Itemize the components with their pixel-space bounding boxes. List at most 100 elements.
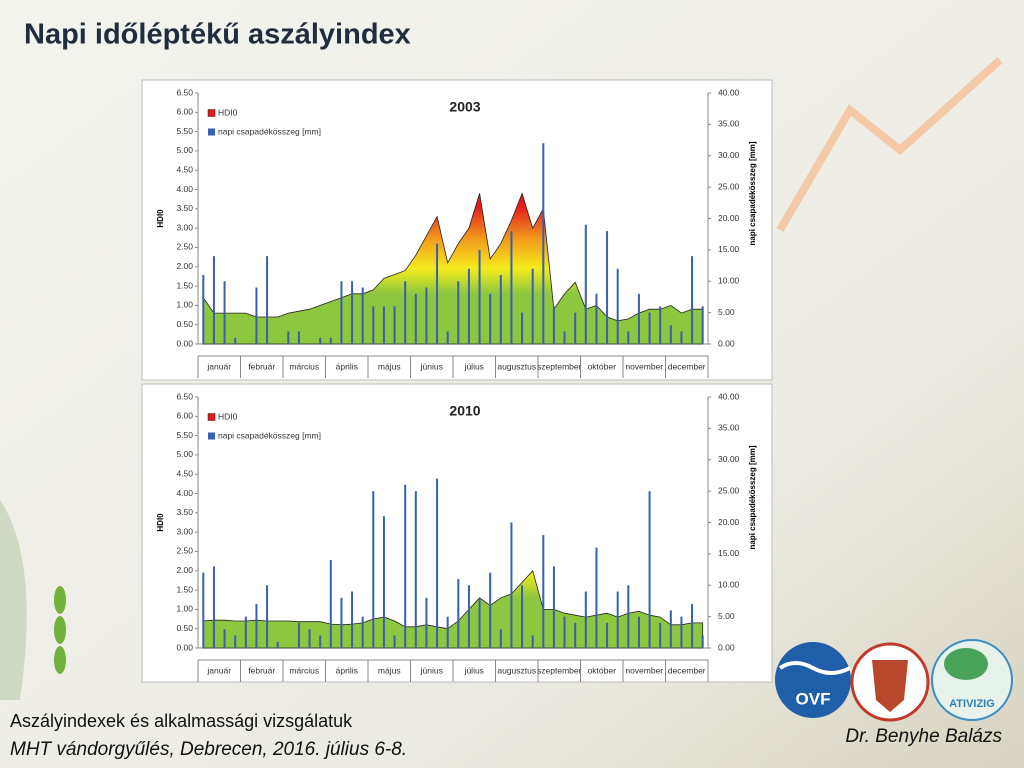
x-tick-label: október bbox=[588, 361, 617, 371]
precip-bar bbox=[499, 629, 502, 648]
x-tick-label: március bbox=[289, 665, 319, 675]
precip-bar bbox=[478, 597, 481, 648]
x-tick-label: augusztus bbox=[497, 665, 536, 675]
y-tick-label: 5.00 bbox=[176, 449, 193, 459]
y-tick-label: 6.50 bbox=[176, 391, 193, 401]
precip-bar bbox=[478, 249, 481, 344]
y2-tick-label: 40.00 bbox=[718, 87, 740, 97]
x-tick-label: július bbox=[464, 361, 484, 371]
precip-bar bbox=[542, 535, 545, 648]
y-tick-label: 1.00 bbox=[176, 604, 193, 614]
precip-bar bbox=[584, 591, 587, 648]
y2-tick-label: 25.00 bbox=[718, 181, 740, 191]
precip-bar bbox=[521, 312, 524, 344]
precip-bar bbox=[531, 268, 534, 344]
precip-bar bbox=[659, 622, 662, 648]
precip-bar bbox=[372, 491, 375, 648]
precip-bar bbox=[361, 287, 364, 344]
footer-author: Dr. Benyhe Balázs bbox=[845, 726, 1002, 747]
precip-bar bbox=[531, 635, 534, 648]
precip-bar bbox=[521, 585, 524, 648]
precip-bar bbox=[606, 622, 609, 648]
precip-bar bbox=[489, 572, 492, 648]
precip-bar bbox=[297, 331, 300, 344]
y2-tick-label: 35.00 bbox=[718, 119, 740, 129]
precip-bar bbox=[308, 629, 311, 648]
y-tick-label: 6.50 bbox=[176, 87, 193, 97]
precip-bar bbox=[436, 478, 439, 648]
y-tick-label: 4.00 bbox=[176, 184, 193, 194]
x-tick-label: november bbox=[625, 665, 663, 675]
precip-bar bbox=[574, 622, 577, 648]
precip-bar bbox=[616, 591, 619, 648]
logo-ativizig-text: ATIVIZIG bbox=[949, 698, 995, 710]
precip-bar bbox=[393, 306, 396, 344]
precip-bar bbox=[202, 572, 205, 648]
y-tick-label: 2.00 bbox=[176, 261, 193, 271]
precip-bar bbox=[691, 604, 694, 648]
y-tick-label: 3.50 bbox=[176, 203, 193, 213]
y2-tick-label: 30.00 bbox=[718, 150, 740, 160]
precip-bar bbox=[234, 635, 237, 648]
hdi-area bbox=[202, 192, 704, 345]
y2-tick-label: 10.00 bbox=[718, 580, 740, 590]
decoration bbox=[776, 57, 1003, 233]
precip-bar bbox=[340, 597, 343, 648]
precip-bar bbox=[563, 616, 566, 648]
legend-label: HDI0 bbox=[218, 107, 238, 117]
y-tick-label: 2.50 bbox=[176, 242, 193, 252]
precip-bar bbox=[244, 616, 247, 648]
precip-bar bbox=[691, 256, 694, 344]
precip-bar bbox=[329, 560, 332, 648]
x-tick-label: február bbox=[248, 665, 275, 675]
precip-bar bbox=[276, 641, 279, 648]
y2-tick-label: 15.00 bbox=[718, 548, 740, 558]
y2-tick-label: 0.00 bbox=[718, 338, 735, 348]
precip-bar bbox=[425, 597, 428, 648]
precip-bar bbox=[393, 635, 396, 648]
precip-bar bbox=[637, 616, 640, 648]
footer-event: MHT vándorgyűlés, Debrecen, 2016. július… bbox=[10, 739, 407, 760]
precip-bar bbox=[425, 287, 428, 344]
precip-bar bbox=[234, 337, 237, 344]
precip-bar bbox=[223, 629, 226, 648]
precip-bar bbox=[606, 231, 609, 344]
precip-bar bbox=[701, 635, 704, 648]
precip-bar bbox=[467, 268, 470, 344]
precip-bar bbox=[266, 585, 269, 648]
legend-label: napi csapadékösszeg [mm] bbox=[218, 430, 321, 440]
precip-bar bbox=[340, 281, 343, 344]
y2-tick-label: 40.00 bbox=[718, 391, 740, 401]
y-tick-label: 3.00 bbox=[176, 222, 193, 232]
y-tick-label: 1.50 bbox=[176, 584, 193, 594]
precip-bar bbox=[255, 604, 258, 648]
precip-bar bbox=[212, 256, 215, 344]
x-tick-label: július bbox=[464, 665, 484, 675]
precip-bar bbox=[446, 331, 449, 344]
x-tick-label: június bbox=[420, 665, 443, 675]
y2-tick-label: 10.00 bbox=[718, 276, 740, 286]
precip-bar bbox=[510, 231, 513, 344]
precip-bar bbox=[361, 616, 364, 648]
precip-bar bbox=[680, 331, 683, 344]
y-tick-label: 3.00 bbox=[176, 526, 193, 536]
slide-title: Napi időléptékű aszályindex bbox=[24, 19, 411, 51]
logo-wave bbox=[778, 661, 851, 675]
precip-bar bbox=[669, 325, 672, 344]
x-tick-label: január bbox=[206, 665, 231, 675]
x-tick-label: május bbox=[378, 665, 401, 675]
x-tick-label: május bbox=[378, 361, 401, 371]
y2-tick-label: 5.00 bbox=[718, 307, 735, 317]
y2-tick-label: 25.00 bbox=[718, 485, 740, 495]
precip-bar bbox=[414, 293, 417, 344]
precip-bar bbox=[552, 566, 555, 648]
precip-bar bbox=[446, 616, 449, 648]
chart: 0.00 0.50 1.00 1.50 2.00 2.50 3.00 3.50 4.00 4.50… bbox=[141, 383, 773, 683]
y-axis-label: HDI0 bbox=[156, 513, 165, 532]
x-tick-label: december bbox=[668, 361, 706, 371]
x-tick-label: április bbox=[336, 665, 358, 675]
y2-axis-label: napi csapadékösszeg [mm] bbox=[748, 141, 757, 245]
precip-bar bbox=[648, 312, 651, 344]
y2-tick-label: 20.00 bbox=[718, 517, 740, 527]
